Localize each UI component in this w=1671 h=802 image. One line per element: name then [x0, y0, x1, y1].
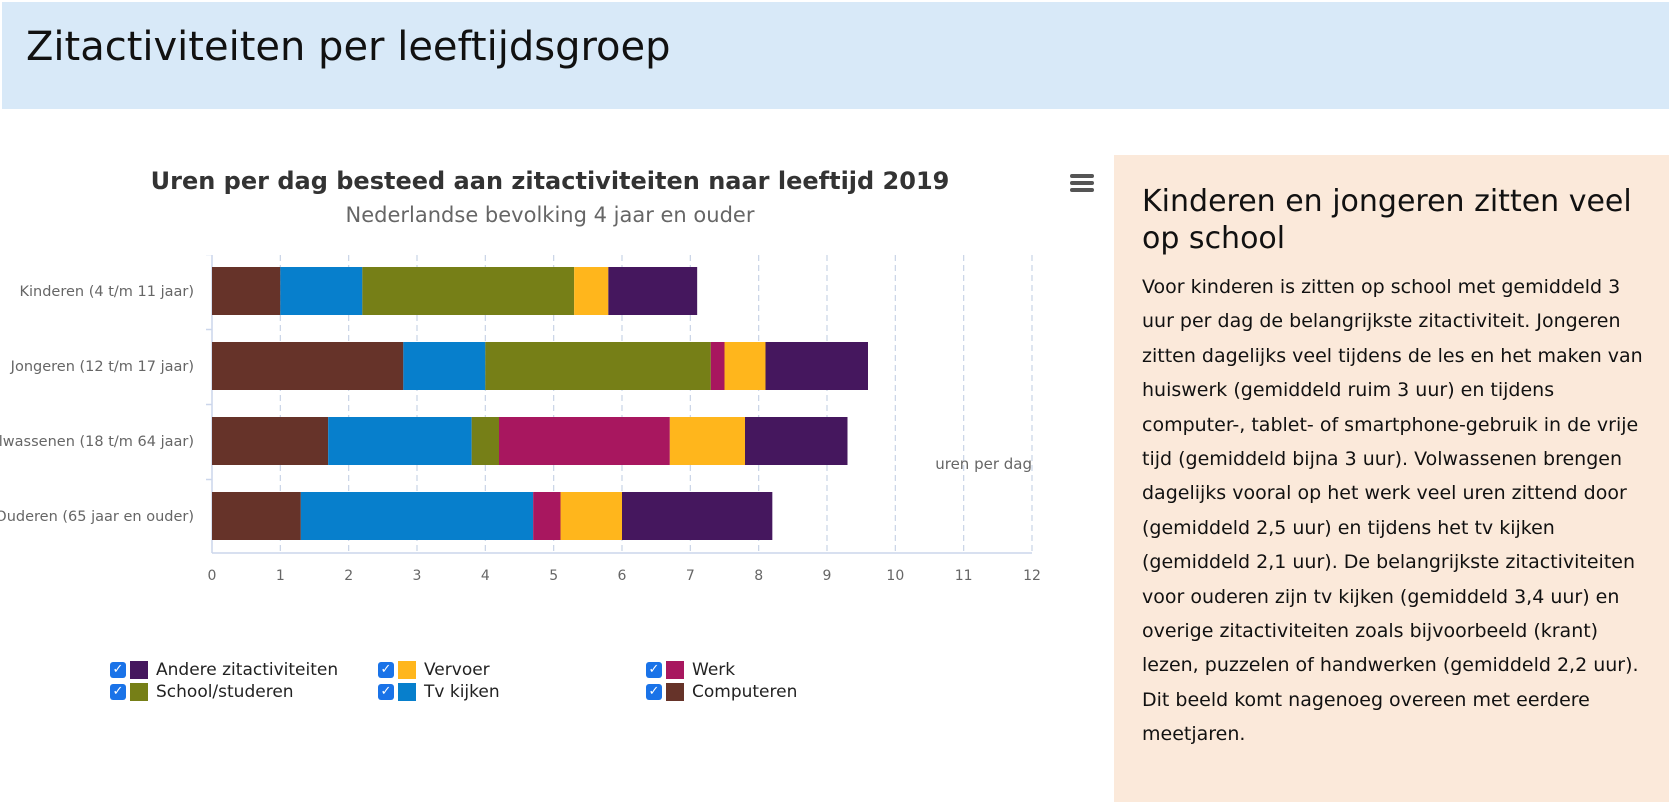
legend-label: Andere zitactiviteiten [156, 660, 339, 680]
checkbox-checked-icon[interactable]: ✓ [378, 662, 394, 678]
legend-item-andere-zitactiviteiten[interactable]: ✓ Andere zitactiviteiten [110, 660, 338, 680]
bar-segment-vervoer [669, 417, 745, 465]
x-tick-label: 2 [344, 568, 353, 584]
legend-label: Vervoer [424, 660, 490, 680]
bar-segment-werk [499, 417, 670, 465]
bar-segment-computeren [212, 267, 281, 315]
legend-swatch [666, 683, 684, 701]
checkbox-checked-icon[interactable]: ✓ [646, 684, 662, 700]
x-tick-label: 1 [276, 568, 285, 584]
chart-menu-icon[interactable] [1070, 171, 1096, 197]
legend-swatch [398, 683, 416, 701]
legend-label: School/studeren [156, 682, 294, 702]
bar-segment-school-studeren [471, 417, 499, 465]
y-category-label: Jongeren (12 t/m 17 jaar) [10, 359, 194, 375]
bar-segment-computeren [212, 417, 329, 465]
bar-segment-vervoer [724, 342, 766, 390]
x-tick-label: 6 [618, 568, 627, 584]
x-tick-label: 8 [754, 568, 763, 584]
legend-item-computeren[interactable]: ✓ Computeren [646, 682, 797, 702]
page-header: Zitactiviteiten per leeftijdsgroep [2, 2, 1669, 109]
bar-segment-andere-zitactiviteiten [608, 267, 698, 315]
info-text: Voor kinderen is zitten op school met ge… [1142, 276, 1643, 746]
bar-segment-tv-kijken [328, 417, 472, 465]
bar-segment-tv-kijken [403, 342, 486, 390]
x-tick-label: 12 [1023, 568, 1041, 584]
legend-label: Computeren [692, 682, 798, 702]
x-tick-label: 9 [823, 568, 832, 584]
bar-segment-werk [533, 492, 561, 540]
x-tick-label: 10 [886, 568, 904, 584]
legend-item-school-studeren[interactable]: ✓ School/studeren [110, 682, 294, 702]
bar-segment-computeren [212, 492, 301, 540]
y-category-label: Kinderen (4 t/m 11 jaar) [20, 284, 195, 300]
bar-segment-computeren [212, 342, 404, 390]
legend-swatch [130, 683, 148, 701]
bar-segment-tv-kijken [280, 267, 363, 315]
checkbox-checked-icon[interactable]: ✓ [646, 662, 662, 678]
legend-swatch [666, 661, 684, 679]
checkbox-checked-icon[interactable]: ✓ [110, 662, 126, 678]
bar-segment-andere-zitactiviteiten [622, 492, 773, 540]
bar-segment-vervoer [560, 492, 622, 540]
chart-container: Uren per dag besteed aan zitactiviteiten… [0, 155, 1110, 755]
bar-segment-school-studeren [485, 342, 711, 390]
bar-segment-school-studeren [362, 267, 575, 315]
y-category-label: Ouderen (65 jaar en ouder) [0, 509, 194, 525]
bar-segment-tv-kijken [300, 492, 534, 540]
chart-subtitle: Nederlandse bevolking 4 jaar en ouder [345, 203, 755, 227]
legend-item-vervoer[interactable]: ✓ Vervoer [378, 660, 490, 680]
legend-swatch [130, 661, 148, 679]
checkbox-checked-icon[interactable]: ✓ [110, 684, 126, 700]
legend-item-werk[interactable]: ✓ Werk [646, 660, 735, 680]
x-tick-label: 7 [686, 568, 695, 584]
x-tick-label: 0 [208, 568, 217, 584]
y-category-label: Volwassenen (18 t/m 64 jaar) [0, 434, 194, 450]
chart-title: Uren per dag besteed aan zitactiviteiten… [150, 167, 950, 195]
legend-item-tv-kijken[interactable]: ✓ Tv kijken [378, 682, 500, 702]
bar-segment-andere-zitactiviteiten [765, 342, 868, 390]
bar-segment-andere-zitactiviteiten [745, 417, 848, 465]
x-tick-label: 11 [955, 568, 973, 584]
page-title: Zitactiviteiten per leeftijdsgroep [26, 24, 671, 70]
info-panel: Kinderen en jongeren zitten veel op scho… [1114, 155, 1669, 802]
bar-segment-werk [710, 342, 725, 390]
legend-swatch [398, 661, 416, 679]
x-tick-label: 3 [413, 568, 422, 584]
info-heading: Kinderen en jongeren zitten veel op scho… [1142, 184, 1632, 256]
x-tick-label: 4 [481, 568, 490, 584]
legend-label: Werk [692, 660, 736, 680]
legend-label: Tv kijken [424, 682, 500, 702]
checkbox-checked-icon[interactable]: ✓ [378, 684, 394, 700]
x-tick-label: 5 [549, 568, 558, 584]
bar-segment-vervoer [574, 267, 609, 315]
x-axis-title: uren per dag [935, 455, 1032, 473]
